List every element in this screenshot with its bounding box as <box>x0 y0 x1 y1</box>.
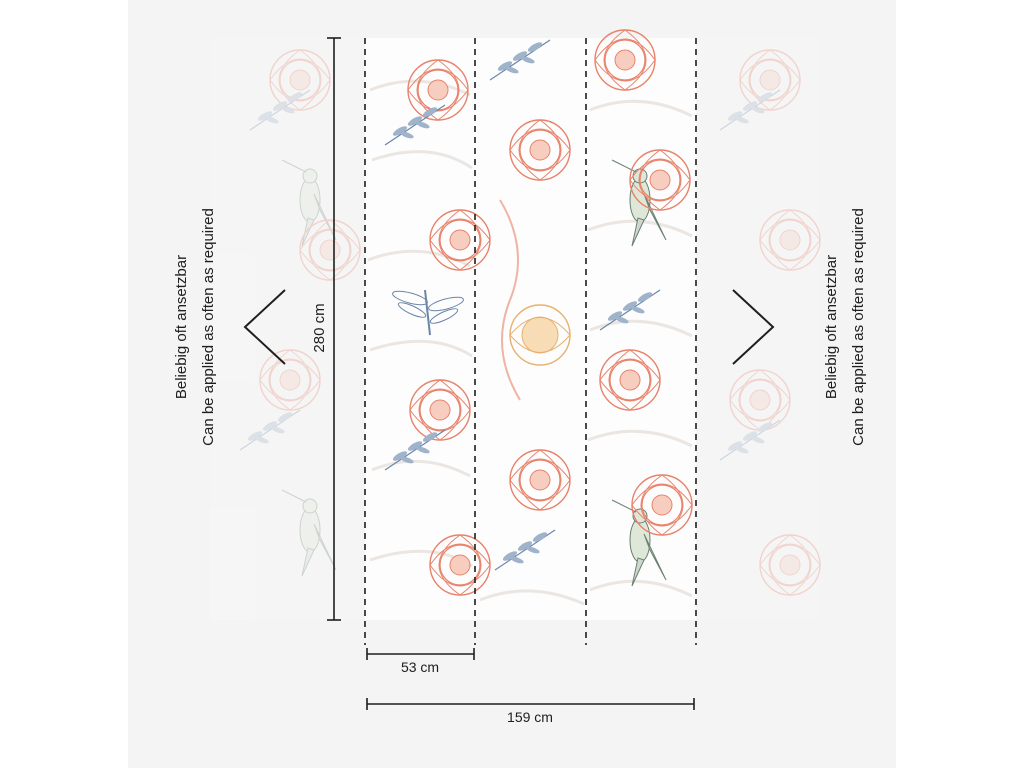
right-note-line1: Beliebig oft ansetzbar <box>823 254 840 400</box>
left-note-line1: Beliebig oft ansetzbar <box>173 254 190 400</box>
left-faded-repeat <box>210 38 361 620</box>
total-width-label: 159 cm <box>507 709 553 725</box>
right-repeat-note: Beliebig oft ansetzbar Can be applied as… <box>818 177 872 477</box>
panel-seam-lines <box>364 38 697 645</box>
chevron-right-icon <box>732 289 775 365</box>
panel-width-dimension-line <box>366 648 475 660</box>
left-repeat-note: Beliebig oft ansetzbar Can be applied as… <box>168 192 222 462</box>
panel-width-label: 53 cm <box>400 659 440 675</box>
right-faded-repeat <box>696 38 821 620</box>
total-width-dimension-line <box>366 698 695 710</box>
right-note-line2: Can be applied as often as required <box>850 208 867 446</box>
left-note-line2: Can be applied as often as required <box>200 208 217 446</box>
height-dimension-line <box>327 37 341 621</box>
chevron-left-icon <box>243 289 286 365</box>
wallpaper-panels <box>365 29 696 620</box>
dragonfly-illustration <box>392 289 464 336</box>
height-label: 280 cm <box>311 303 328 353</box>
dahlia-flower-illustration <box>407 59 469 121</box>
